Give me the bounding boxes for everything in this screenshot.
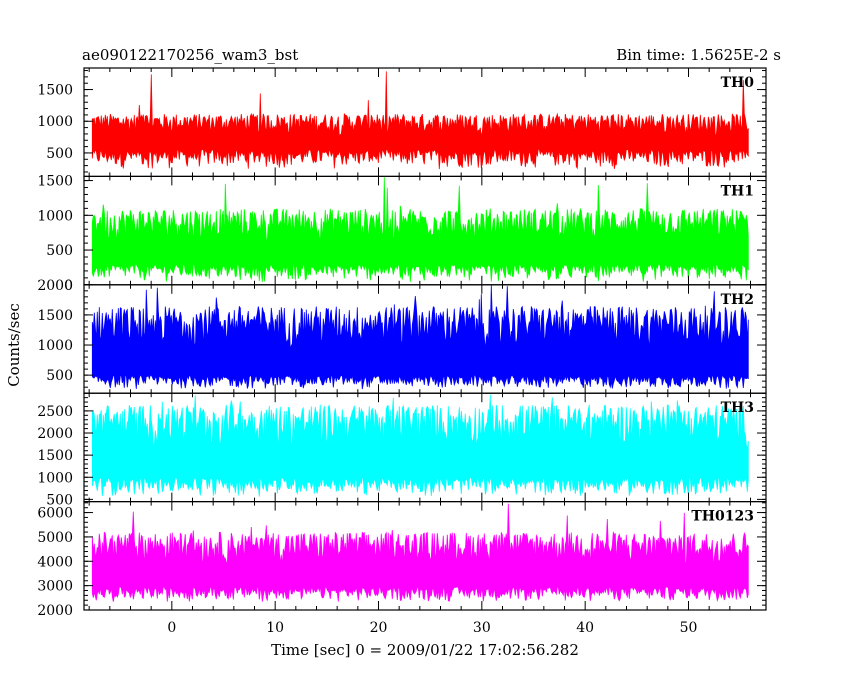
series-label-th2: TH2 (721, 292, 754, 308)
series-trace-th0123 (91, 503, 749, 603)
y-tick-label: 500 (46, 368, 73, 384)
series-label-th1: TH1 (721, 183, 754, 199)
y-tick-label: 3000 (37, 579, 73, 595)
panel-th3: 500 1000 1500 2000 2500 TH3 (37, 392, 767, 508)
y-tick-label: 1000 (37, 338, 73, 354)
y-tick-label: 6000 (37, 506, 73, 522)
header-left-title: ae090122170256_wam3_bst (82, 46, 298, 64)
y-tick-label: 1000 (37, 114, 73, 130)
panels: 500 1000 1500 TH0 0 500 1000 1500 TH1 500 1000 1500… (37, 67, 767, 619)
y-tick-label: 4000 (37, 554, 73, 570)
panel-th2: 500 1000 1500 2000 TH2 (37, 278, 767, 394)
x-tick-label: 0 (167, 620, 176, 636)
y-axis-label: Counts/sec (5, 303, 23, 387)
panel-frame (83, 501, 767, 611)
series-trace-th2 (91, 285, 749, 390)
y-tick-label: 500 (46, 146, 73, 162)
y-tick-label: 2000 (37, 603, 73, 619)
series-label-th0: TH0 (721, 75, 755, 91)
y-tick-label: 1500 (37, 83, 73, 99)
y-tick-label: 1500 (37, 448, 73, 464)
series-trace-th1 (91, 177, 749, 283)
x-axis-label: Time [sec] 0 = 2009/01/22 17:02:56.282 (271, 641, 579, 659)
y-tick-label: 1500 (37, 174, 73, 190)
y-tick-label: 1000 (37, 208, 73, 224)
x-tick-label: 30 (473, 620, 491, 636)
y-tick-label: 500 (46, 243, 73, 259)
x-tick-label: 40 (576, 620, 594, 636)
panel-th0: 500 1000 1500 TH0 (37, 67, 767, 178)
y-tick-label: 1500 (37, 308, 73, 324)
y-tick-label: 1000 (37, 470, 73, 486)
y-tick-label: 2000 (37, 426, 73, 442)
x-axis-tick-labels: 0 10 20 30 40 50 (167, 620, 697, 636)
series-trace-th3 (91, 394, 749, 497)
y-tick-label: 2500 (37, 404, 73, 420)
y-tick-label: 2000 (37, 278, 73, 294)
series-label-th0123: TH0123 (691, 509, 754, 525)
series-label-th3: TH3 (721, 400, 754, 416)
x-tick-label: 20 (370, 620, 388, 636)
panel-th0123: 2000 3000 4000 5000 6000 TH0123 (37, 501, 767, 619)
x-tick-label: 50 (680, 620, 698, 636)
header-bin-time: Bin time: 1.5625E-2 s (616, 46, 781, 64)
y-tick-label: 500 (46, 492, 73, 508)
x-tick-label: 10 (266, 620, 284, 636)
y-tick-label: 5000 (37, 530, 73, 546)
panel-th1: 0 500 1000 1500 TH1 (37, 174, 767, 294)
series-trace-th0 (91, 71, 749, 170)
y-tick-label: 0 (64, 278, 73, 294)
